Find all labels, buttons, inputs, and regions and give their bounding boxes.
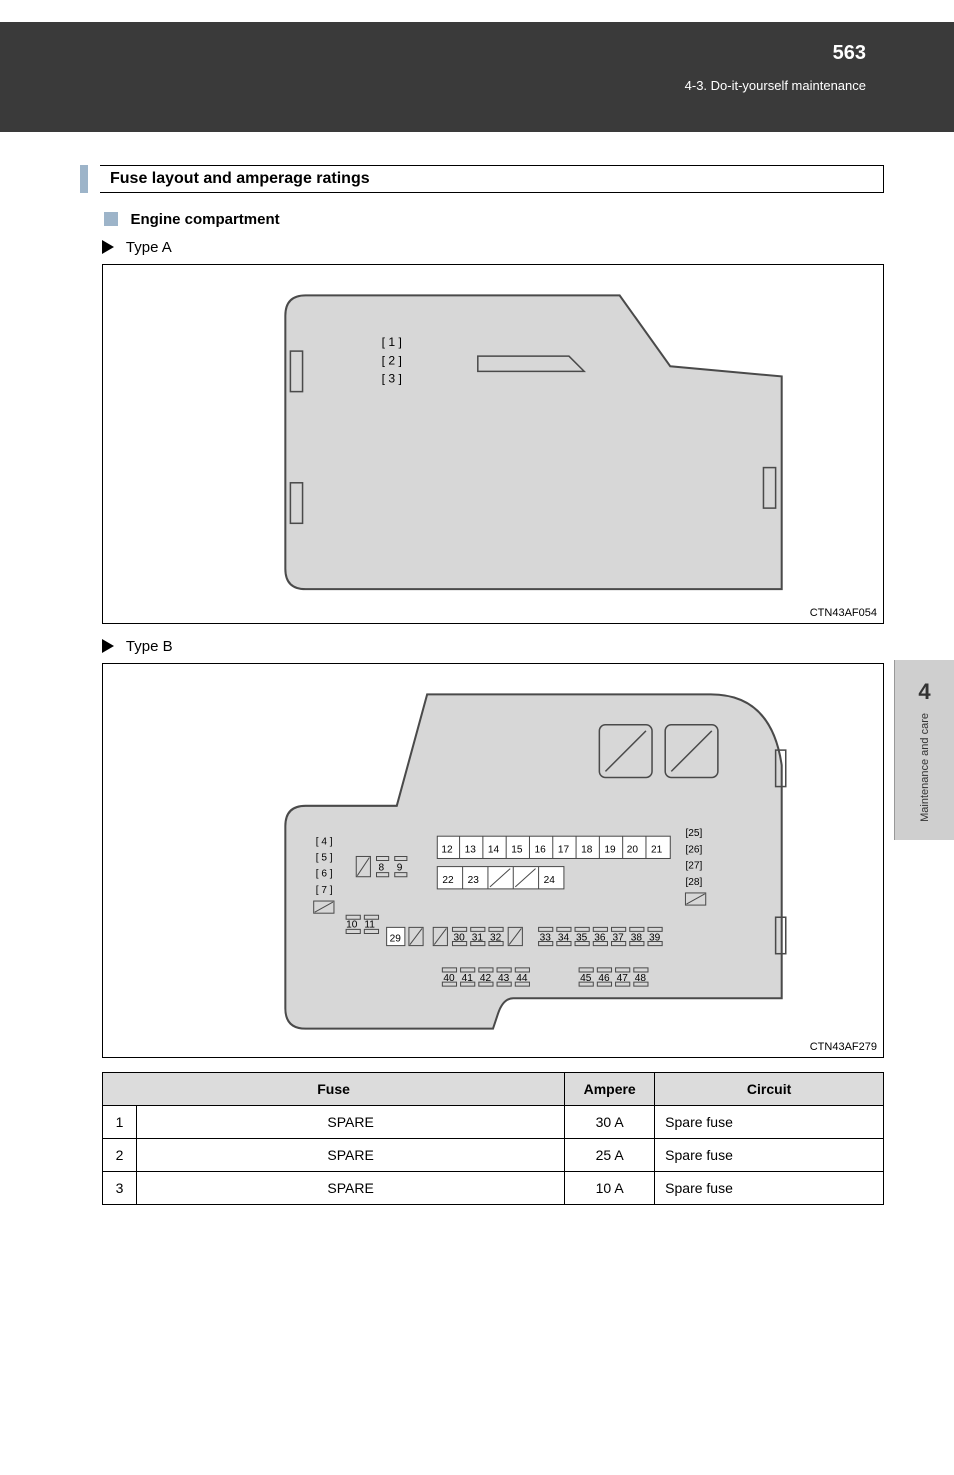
col-fuse: Fuse (103, 1073, 565, 1106)
svg-text:47: 47 (617, 973, 629, 984)
cell-num: 3 (103, 1172, 137, 1205)
svg-text:32: 32 (490, 933, 502, 944)
section-heading: Fuse layout and amperage ratings (80, 165, 884, 193)
chapter-number: 4 (918, 679, 930, 705)
svg-text:33: 33 (540, 933, 552, 944)
svg-text:10: 10 (346, 919, 358, 930)
bracket-5: [ 5 ] (316, 853, 333, 864)
subsection-row: Engine compartment (104, 211, 884, 229)
triangle-icon (102, 240, 116, 254)
cell-circuit: Spare fuse (655, 1172, 884, 1205)
svg-text:11: 11 (364, 919, 375, 930)
col-circuit: Circuit (655, 1073, 884, 1106)
fuse-table: Fuse Ampere Circuit 1 SPARE 30 A Spare f… (102, 1072, 884, 1205)
bracket-28: [28] (685, 877, 702, 888)
svg-text:13: 13 (465, 844, 477, 855)
svg-text:17: 17 (558, 844, 570, 855)
svg-text:40: 40 (443, 973, 455, 984)
cell-amp: 30 A (565, 1106, 655, 1139)
triangle-icon (102, 639, 116, 653)
svg-text:46: 46 (598, 973, 610, 984)
svg-text:12: 12 (441, 844, 453, 855)
svg-text:19: 19 (604, 844, 616, 855)
bracket-2: [ 2 ] (382, 353, 402, 367)
svg-text:37: 37 (613, 933, 625, 944)
cell-amp: 25 A (565, 1139, 655, 1172)
bracket-7: [ 7 ] (316, 885, 333, 896)
figure-b-svg: [ 4 ] [ 5 ] [ 6 ] [ 7 ] 8 9 (103, 664, 883, 1064)
svg-text:42: 42 (480, 973, 492, 984)
page-root: 563 4-3. Do-it-yourself maintenance Fuse… (0, 0, 954, 1475)
svg-text:38: 38 (631, 933, 643, 944)
cell-circuit: Spare fuse (655, 1106, 884, 1139)
chapter-side-tab: 4 Maintenance and care (894, 660, 954, 840)
svg-text:36: 36 (594, 933, 606, 944)
bracket-labels: [ 1 ] [ 2 ] [ 3 ] (382, 335, 402, 385)
figure-a-svg: [ 1 ] [ 2 ] [ 3 ] (103, 265, 883, 630)
cell-fuse: SPARE (137, 1106, 565, 1139)
cell-fuse: SPARE (137, 1139, 565, 1172)
svg-text:45: 45 (580, 973, 592, 984)
svg-text:21: 21 (651, 844, 663, 855)
chapter-label: Maintenance and care (919, 713, 931, 822)
svg-text:18: 18 (581, 844, 593, 855)
svg-text:43: 43 (498, 973, 510, 984)
page-header-bar (0, 22, 954, 132)
figure-b-caption-row: Type B (102, 638, 884, 655)
cell-num: 1 (103, 1106, 137, 1139)
svg-text:31: 31 (472, 933, 484, 944)
svg-text:39: 39 (649, 933, 661, 944)
svg-text:15: 15 (511, 844, 523, 855)
svg-text:24: 24 (544, 875, 556, 886)
figure-b-frame: [ 4 ] [ 5 ] [ 6 ] [ 7 ] 8 9 (102, 663, 884, 1058)
svg-text:22: 22 (442, 875, 454, 886)
subsection-label: Engine compartment (130, 211, 279, 228)
fusebox-body (285, 694, 781, 1028)
bracket-26: [26] (685, 844, 702, 855)
content-area: Fuse layout and amperage ratings Engine … (80, 0, 884, 1205)
table-row: 1 SPARE 30 A Spare fuse (103, 1106, 884, 1139)
figure-b-caption: Type B (126, 638, 173, 655)
svg-text:35: 35 (576, 933, 588, 944)
heading-text: Fuse layout and amperage ratings (100, 165, 884, 193)
figure-a-caption-row: Type A (102, 239, 884, 256)
cell-amp: 10 A (565, 1172, 655, 1205)
figure-a-frame: [ 1 ] [ 2 ] [ 3 ] CTN43AF054 (102, 264, 884, 624)
svg-text:30: 30 (453, 933, 465, 944)
figure-a-caption: Type A (126, 239, 172, 256)
bracket-6: [ 6 ] (316, 869, 333, 880)
table-row: 2 SPARE 25 A Spare fuse (103, 1139, 884, 1172)
svg-text:41: 41 (462, 973, 474, 984)
table-header-row: Fuse Ampere Circuit (103, 1073, 884, 1106)
svg-text:8: 8 (379, 863, 385, 874)
figure-b-code: CTN43AF279 (810, 1041, 877, 1053)
svg-text:9: 9 (397, 863, 403, 874)
table-row: 3 SPARE 10 A Spare fuse (103, 1172, 884, 1205)
svg-text:48: 48 (635, 973, 647, 984)
fusebox-body (285, 295, 781, 589)
bracket-25: [25] (685, 828, 702, 839)
subsection-square-icon (104, 212, 118, 226)
svg-text:44: 44 (516, 973, 528, 984)
bracket-1: [ 1 ] (382, 335, 402, 349)
bracket-4: [ 4 ] (316, 836, 333, 847)
cell-fuse: SPARE (137, 1172, 565, 1205)
col-ampere: Ampere (565, 1073, 655, 1106)
cell-num: 2 (103, 1139, 137, 1172)
svg-text:20: 20 (627, 844, 639, 855)
svg-text:23: 23 (468, 875, 480, 886)
svg-text:16: 16 (535, 844, 547, 855)
svg-text:29: 29 (390, 934, 402, 945)
cell-circuit: Spare fuse (655, 1139, 884, 1172)
section-breadcrumb: 4-3. Do-it-yourself maintenance (685, 78, 866, 93)
svg-text:14: 14 (488, 844, 500, 855)
page-number: 563 (833, 42, 866, 65)
figure-a-code: CTN43AF054 (810, 607, 877, 619)
bracket-27: [27] (685, 861, 702, 872)
svg-text:34: 34 (558, 933, 570, 944)
bracket-3: [ 3 ] (382, 372, 402, 386)
heading-accent-bar (80, 165, 88, 193)
